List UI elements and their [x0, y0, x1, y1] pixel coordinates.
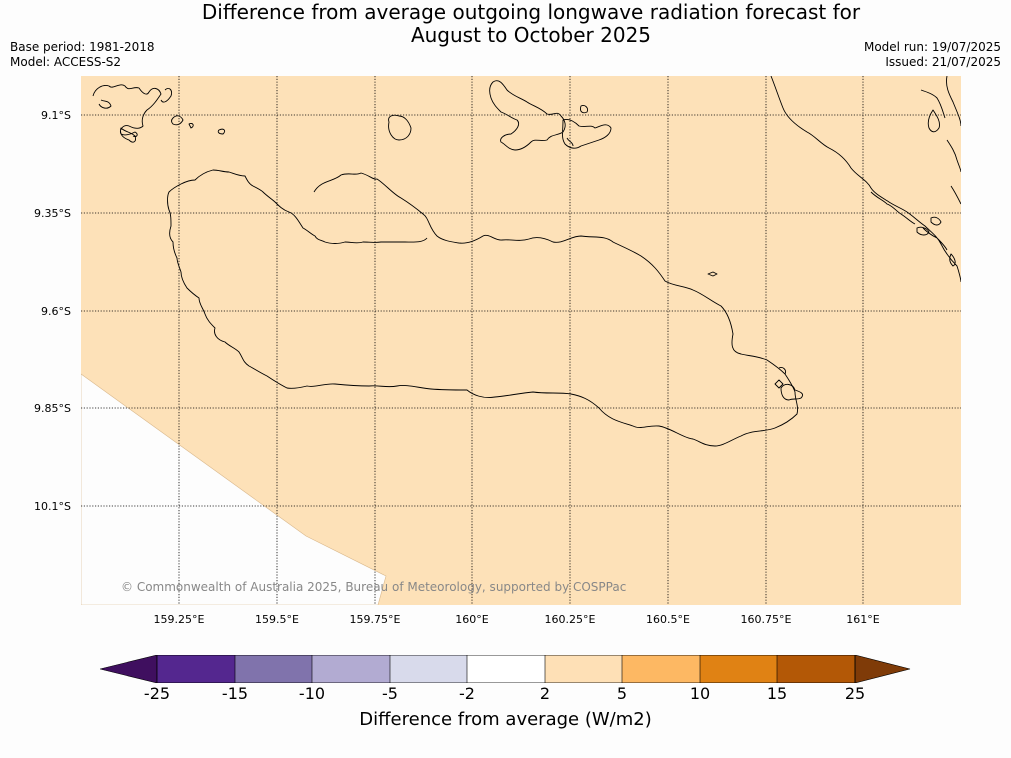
colorbar-segment — [312, 655, 390, 683]
map-svg — [81, 76, 961, 605]
lat-label: 9.85°S — [34, 402, 71, 415]
lon-label: 160.75°E — [740, 613, 792, 626]
colorbar-tick: -10 — [298, 684, 326, 703]
lon-label: 160°E — [455, 613, 489, 626]
colorbar-tick: -15 — [221, 684, 249, 703]
copyright-notice: © Commonwealth of Australia 2025, Bureau… — [121, 580, 627, 594]
florida-islands — [489, 80, 612, 151]
colorbar-tick: 10 — [689, 684, 711, 703]
colorbar — [100, 655, 911, 683]
meta-left: Base period: 1981-2018 Model: ACCESS-S2 — [10, 40, 155, 70]
guadalcanal-coastline — [167, 169, 798, 447]
lon-label: 159.75°E — [349, 613, 401, 626]
colorbar-extend-max — [854, 655, 911, 683]
small-islet — [707, 271, 718, 277]
meta-right: Model run: 19/07/2025 Issued: 21/07/2025 — [864, 40, 1001, 70]
malaita-coastline — [770, 76, 961, 283]
title-line-1: Difference from average outgoing longwav… — [201, 0, 861, 24]
coastlines — [92, 76, 961, 447]
colorbar-tick: 15 — [766, 684, 788, 703]
colorbar-segment — [777, 655, 855, 683]
colorbar-segment — [235, 655, 312, 683]
colorbar-segment — [622, 655, 700, 683]
colorbar-tick: -25 — [143, 684, 171, 703]
lat-label: 9.6°S — [41, 305, 71, 318]
model-name: Model: ACCESS-S2 — [10, 55, 122, 69]
no-data-area — [81, 373, 387, 605]
map-title: Difference from average outgoing longwav… — [0, 1, 1011, 47]
colorbar-label: Difference from average (W/m2) — [359, 709, 652, 730]
base-period: Base period: 1981-2018 — [10, 40, 155, 54]
colorbar-segment — [545, 655, 622, 683]
map-panel — [81, 76, 961, 605]
colorbar-segment — [700, 655, 777, 683]
gridlines — [81, 76, 961, 605]
colorbar-extend-min — [100, 655, 158, 683]
colorbar-tick: 2 — [539, 684, 551, 703]
savo-island — [388, 114, 412, 141]
colorbar-segment — [390, 655, 467, 683]
model-run: Model run: 19/07/2025 — [863, 40, 1001, 54]
colorbar-tick: 25 — [844, 684, 866, 703]
title-line-2: August to October 2025 — [410, 23, 652, 47]
lat-label: 9.1°S — [41, 109, 71, 122]
colorbar-tick: -5 — [382, 684, 398, 703]
lon-label: 160.5°E — [646, 613, 690, 626]
lat-label: 9.35°S — [34, 207, 71, 220]
lon-label: 160.25°E — [544, 613, 596, 626]
lon-label: 161°E — [846, 613, 880, 626]
colorbar-tick: 5 — [616, 684, 628, 703]
lon-label: 159.25°E — [153, 613, 205, 626]
marau-islets — [774, 367, 804, 401]
russell-islands — [92, 84, 226, 143]
lon-label: 159.5°E — [255, 613, 299, 626]
colorbar-tick: -2 — [459, 684, 475, 703]
colorbar-segment — [467, 655, 545, 683]
issued-date: Issued: 21/07/2025 — [885, 55, 1001, 69]
colorbar-outline — [156, 655, 856, 683]
colorbar-segment — [157, 655, 235, 683]
lat-label: 10.1°S — [34, 500, 71, 513]
